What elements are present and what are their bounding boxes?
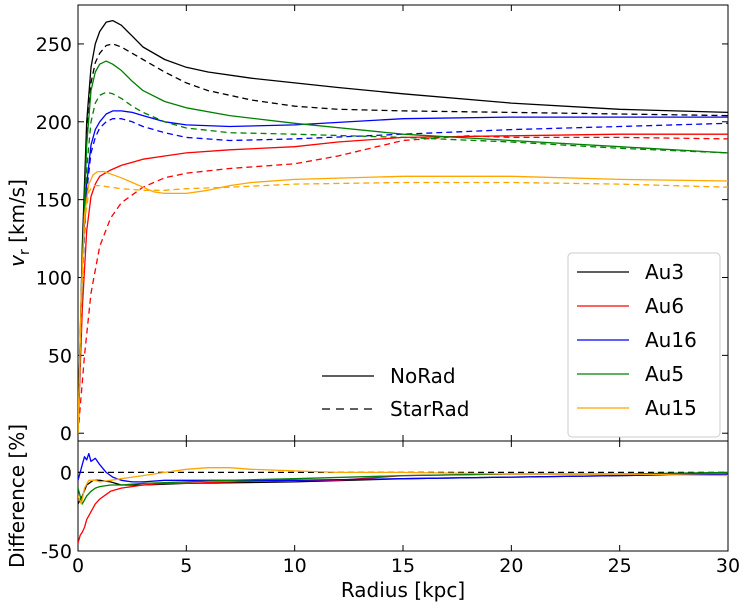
top-series-au5-solid — [78, 60, 728, 434]
top-series-au3-dashed — [78, 43, 728, 434]
bottom-series-au5-solid — [78, 471, 728, 505]
legend-label-au15: Au15 — [645, 396, 697, 420]
top-series-au6-dashed — [78, 135, 728, 434]
xtick-label: 30 — [716, 555, 740, 577]
xtick-label: 20 — [499, 555, 523, 577]
top-series-au15-dashed — [78, 181, 728, 434]
top-series-au15-solid — [78, 170, 728, 434]
style-legend-label-starrad: StarRad — [390, 397, 469, 421]
bottom-series-group — [78, 452, 728, 544]
bottom-series-au15-solid — [78, 467, 728, 505]
xtick-label: 15 — [391, 555, 415, 577]
legend-box — [567, 252, 721, 438]
top-y-axis-label: vr [km/s] — [5, 179, 33, 267]
bottom-y-axis-label: Difference [%] — [5, 424, 29, 568]
legend-label-au3: Au3 — [645, 260, 684, 284]
legend-label-au5: Au5 — [645, 362, 684, 386]
top-ytick-label: 200 — [36, 112, 72, 134]
xtick-label: 25 — [608, 555, 632, 577]
color-legend: Au3 Au6 Au16 Au5 Au15 — [567, 252, 721, 438]
bottom-ytick-label: -50 — [41, 541, 72, 563]
style-legend-label-norad: NoRad — [390, 364, 456, 388]
top-series-au16-solid — [78, 110, 728, 434]
top-series-au5-dashed — [78, 91, 728, 434]
top-series-group — [78, 19, 728, 434]
top-series-au6-solid — [78, 133, 728, 434]
bottom-series-au16-solid — [78, 452, 728, 483]
xtick-label: 5 — [180, 555, 192, 577]
xtick-label: 10 — [283, 555, 307, 577]
legend-label-au6: Au6 — [645, 294, 684, 318]
top-ytick-label: 100 — [36, 268, 72, 290]
x-axis-label: Radius [kpc] — [341, 578, 465, 602]
top-ytick-label: 250 — [36, 34, 72, 56]
top-ytick-label: 50 — [48, 345, 72, 367]
xtick-label: 0 — [72, 555, 84, 577]
top-ytick-label: 0 — [60, 423, 72, 445]
bottom-axes-frame — [77, 440, 729, 552]
legend-label-au16: Au16 — [645, 328, 697, 352]
style-legend: NoRad StarRad — [322, 364, 469, 421]
top-ytick-label: 150 — [36, 190, 72, 212]
top-series-au3-solid — [78, 19, 728, 434]
top-series-au16-dashed — [78, 118, 728, 434]
bottom-ytick-label: 0 — [60, 462, 72, 484]
